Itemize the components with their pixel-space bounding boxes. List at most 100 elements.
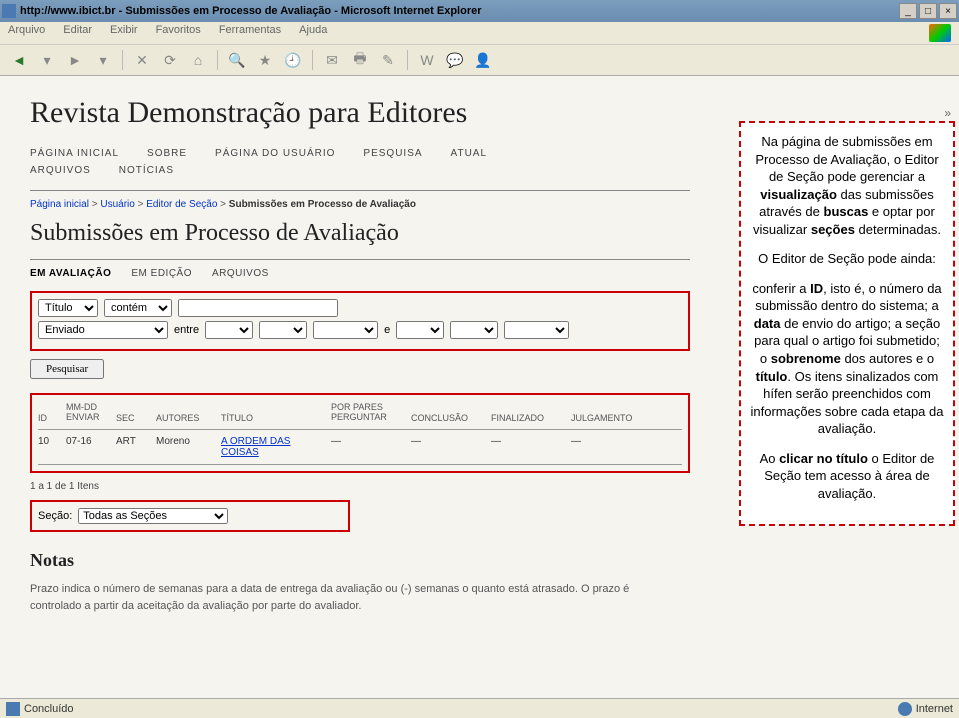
col-judgment: JULGAMENTO xyxy=(571,403,651,423)
cell-id: 10 xyxy=(38,436,66,447)
col-finalized: FINALIZADO xyxy=(491,403,571,423)
menu-ferramentas[interactable]: Ferramentas xyxy=(219,24,281,42)
table-row: 10 07-16 ART Moreno A ORDEM DAS COISAS —… xyxy=(32,432,688,462)
window-title: http://www.ibict.br - Submissões em Proc… xyxy=(20,5,899,17)
search-button[interactable]: Pesquisar xyxy=(30,359,104,379)
tab-editing[interactable]: EM EDIÇÃO xyxy=(131,268,192,279)
col-id: ID xyxy=(38,403,66,423)
pagination: 1 a 1 de 1 Itens xyxy=(30,481,690,492)
cell-title-link[interactable]: A ORDEM DAS COISAS xyxy=(221,436,290,458)
col-title: TÍTULO xyxy=(221,403,331,423)
windows-logo-icon xyxy=(929,24,951,42)
date-from-day[interactable] xyxy=(205,321,253,339)
cell-sec: ART xyxy=(116,436,156,447)
section-select[interactable]: Todas as Seções xyxy=(78,508,228,524)
cell-finalized: — xyxy=(491,436,571,447)
window-titlebar: http://www.ibict.br - Submissões em Proc… xyxy=(0,0,959,22)
breadcrumb-editor[interactable]: Editor de Seção xyxy=(146,199,217,210)
divider xyxy=(30,190,690,191)
search-button[interactable]: 🔍 xyxy=(226,49,248,71)
edit-button[interactable]: ✎ xyxy=(377,49,399,71)
and-label: e xyxy=(384,324,390,336)
search-field-select[interactable]: Título xyxy=(38,299,98,317)
nav-search[interactable]: PESQUISA xyxy=(363,148,422,159)
cell-judgment: — xyxy=(571,436,651,447)
maximize-button[interactable]: □ xyxy=(919,3,937,19)
back-dropdown[interactable]: ▾ xyxy=(36,49,58,71)
search-input[interactable] xyxy=(178,299,338,317)
search-box: Título contém Enviado entre e xyxy=(30,291,690,351)
table-header: ID MM-DDENVIAR SEC AUTORES TÍTULO POR PA… xyxy=(32,399,688,427)
tab-archives[interactable]: ARQUIVOS xyxy=(212,268,269,279)
nav-news[interactable]: NOTÍCIAS xyxy=(119,165,174,176)
journal-title: Revista Demonstração para Editores xyxy=(30,96,690,130)
cell-conclusion: — xyxy=(411,436,491,447)
primary-nav-row2: ARQUIVOS NOTÍCIAS xyxy=(30,165,690,176)
messenger-button[interactable]: 👤 xyxy=(472,49,494,71)
mail-button[interactable]: ✉ xyxy=(321,49,343,71)
nav-archives[interactable]: ARQUIVOS xyxy=(30,165,91,176)
home-button[interactable]: ⌂ xyxy=(187,49,209,71)
status-text: Concluído xyxy=(24,703,74,715)
discuss-button[interactable]: 💬 xyxy=(444,49,466,71)
breadcrumb-user[interactable]: Usuário xyxy=(100,199,134,210)
toolbar: ◄ ▾ ► ▾ ✕ ⟳ ⌂ 🔍 ★ 🕘 ✉ 🖶 ✎ W 💬 👤 xyxy=(0,45,959,76)
menu-ajuda[interactable]: Ajuda xyxy=(299,24,327,42)
history-button[interactable]: 🕘 xyxy=(282,49,304,71)
notes-heading: Notas xyxy=(30,550,690,571)
cell-author: Moreno xyxy=(156,436,221,447)
zone-text: Internet xyxy=(916,703,953,715)
cell-peer: — xyxy=(331,436,411,447)
search-match-select[interactable]: contém xyxy=(104,299,172,317)
minimize-button[interactable]: _ xyxy=(899,3,917,19)
nav-about[interactable]: SOBRE xyxy=(147,148,187,159)
col-date: MM-DDENVIAR xyxy=(66,403,116,423)
section-filter: Seção: Todas as Seções xyxy=(30,500,350,532)
nav-user[interactable]: PÁGINA DO USUÁRIO xyxy=(215,148,335,159)
menu-exibir[interactable]: Exibir xyxy=(110,24,138,42)
breadcrumb-current: Submissões em Processo de Avaliação xyxy=(229,199,416,210)
col-authors: AUTORES xyxy=(156,403,221,423)
annotation-callout: » Na página de submissões em Processo de… xyxy=(739,121,955,526)
breadcrumb: Página inicial > Usuário > Editor de Seç… xyxy=(30,199,690,210)
submissions-table: ID MM-DDENVIAR SEC AUTORES TÍTULO POR PA… xyxy=(30,393,690,473)
stop-button[interactable]: ✕ xyxy=(131,49,153,71)
menu-arquivo[interactable]: Arquivo xyxy=(8,24,45,42)
menu-editar[interactable]: Editar xyxy=(63,24,92,42)
forward-dropdown[interactable]: ▾ xyxy=(92,49,114,71)
page-title: Submissões em Processo de Avaliação xyxy=(30,220,690,247)
between-label: entre xyxy=(174,324,199,336)
done-icon xyxy=(6,702,20,716)
internet-zone-icon xyxy=(898,702,912,716)
col-peer: POR PARESPERGUNTAR xyxy=(331,403,411,423)
section-label: Seção: xyxy=(38,510,72,522)
nav-current[interactable]: ATUAL xyxy=(451,148,488,159)
sub-tabs: EM AVALIAÇÃO EM EDIÇÃO ARQUIVOS xyxy=(30,268,690,279)
callout-close[interactable]: » xyxy=(944,105,951,121)
print-button[interactable]: 🖶 xyxy=(349,49,371,71)
search-datefield-select[interactable]: Enviado xyxy=(38,321,168,339)
back-button[interactable]: ◄ xyxy=(8,49,30,71)
notes-body: Prazo indica o número de semanas para a … xyxy=(30,581,650,614)
date-to-month[interactable] xyxy=(450,321,498,339)
date-to-year[interactable] xyxy=(504,321,569,339)
nav-home[interactable]: PÁGINA INICIAL xyxy=(30,148,119,159)
date-from-year[interactable] xyxy=(313,321,378,339)
ie-icon xyxy=(2,4,16,18)
status-bar: Concluído Internet xyxy=(0,698,959,718)
col-sec: SEC xyxy=(116,403,156,423)
menubar: Arquivo Editar Exibir Favoritos Ferramen… xyxy=(0,22,959,45)
divider xyxy=(30,259,690,260)
primary-nav: PÁGINA INICIAL SOBRE PÁGINA DO USUÁRIO P… xyxy=(30,148,690,159)
menu-favoritos[interactable]: Favoritos xyxy=(156,24,201,42)
refresh-button[interactable]: ⟳ xyxy=(159,49,181,71)
breadcrumb-home[interactable]: Página inicial xyxy=(30,199,89,210)
close-button[interactable]: × xyxy=(939,3,957,19)
col-conclusion: CONCLUSÃO xyxy=(411,403,491,423)
date-from-month[interactable] xyxy=(259,321,307,339)
favorites-button[interactable]: ★ xyxy=(254,49,276,71)
word-button[interactable]: W xyxy=(416,49,438,71)
date-to-day[interactable] xyxy=(396,321,444,339)
forward-button[interactable]: ► xyxy=(64,49,86,71)
tab-review[interactable]: EM AVALIAÇÃO xyxy=(30,268,111,279)
